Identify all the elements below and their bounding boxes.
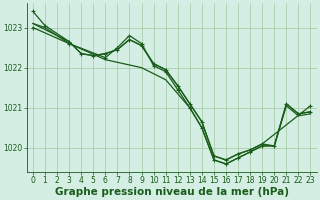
X-axis label: Graphe pression niveau de la mer (hPa): Graphe pression niveau de la mer (hPa) bbox=[55, 187, 289, 197]
